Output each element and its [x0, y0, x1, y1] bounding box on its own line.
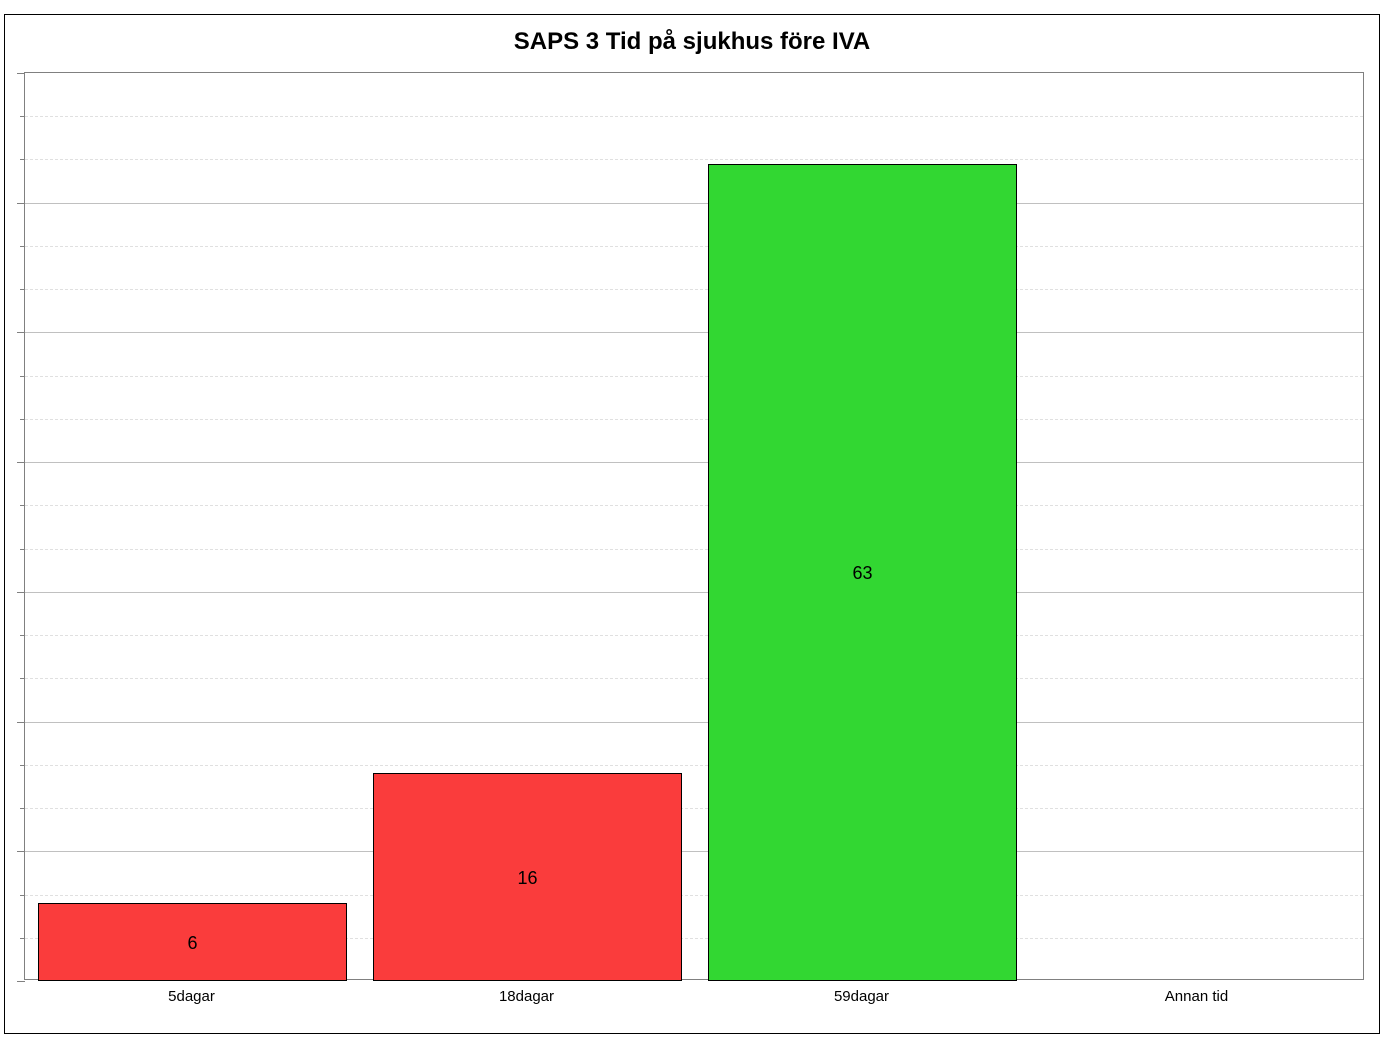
x-axis-label: Annan tid	[1029, 988, 1364, 1005]
gridline-minor	[25, 289, 1363, 290]
x-axis-label: 59dagar	[694, 988, 1029, 1005]
y-tick-minor	[20, 376, 25, 377]
gridline-minor	[25, 808, 1363, 809]
bar-value-label: 16	[373, 868, 681, 889]
gridline-minor	[25, 678, 1363, 679]
plot-area: 6 16 63	[24, 72, 1364, 980]
y-tick-minor	[20, 289, 25, 290]
gridline-major	[25, 851, 1363, 852]
y-tick-minor	[20, 159, 25, 160]
gridline-major	[25, 722, 1363, 723]
bar-value-label: 63	[708, 563, 1016, 584]
y-tick-minor	[20, 808, 25, 809]
gridline-minor	[25, 765, 1363, 766]
gridline-minor	[25, 419, 1363, 420]
y-tick-major	[17, 981, 25, 982]
gridline-minor	[25, 246, 1363, 247]
gridline-minor	[25, 549, 1363, 550]
bar-value-label: 6	[38, 933, 346, 954]
gridline-major	[25, 203, 1363, 204]
y-tick-minor	[20, 895, 25, 896]
gridline-major	[25, 332, 1363, 333]
y-tick-minor	[20, 938, 25, 939]
x-axis-label: 18dagar	[359, 988, 694, 1005]
y-tick-major	[17, 73, 25, 74]
gridline-minor	[25, 116, 1363, 117]
y-tick-minor	[20, 549, 25, 550]
y-tick-minor	[20, 246, 25, 247]
y-tick-minor	[20, 635, 25, 636]
y-tick-minor	[20, 765, 25, 766]
y-tick-minor	[20, 678, 25, 679]
y-tick-major	[17, 722, 25, 723]
gridline-minor	[25, 895, 1363, 896]
y-tick-major	[17, 203, 25, 204]
y-tick-major	[17, 462, 25, 463]
gridline-minor	[25, 505, 1363, 506]
y-tick-minor	[20, 419, 25, 420]
x-axis-label: 5dagar	[24, 988, 359, 1005]
gridline-major	[25, 462, 1363, 463]
y-tick-minor	[20, 505, 25, 506]
y-tick-major	[17, 332, 25, 333]
gridline-minor	[25, 376, 1363, 377]
gridline-minor	[25, 159, 1363, 160]
chart-title: SAPS 3 Tid på sjukhus före IVA	[0, 28, 1384, 56]
gridline-minor	[25, 635, 1363, 636]
y-tick-major	[17, 851, 25, 852]
y-tick-minor	[20, 116, 25, 117]
gridline-major	[25, 592, 1363, 593]
y-tick-major	[17, 592, 25, 593]
